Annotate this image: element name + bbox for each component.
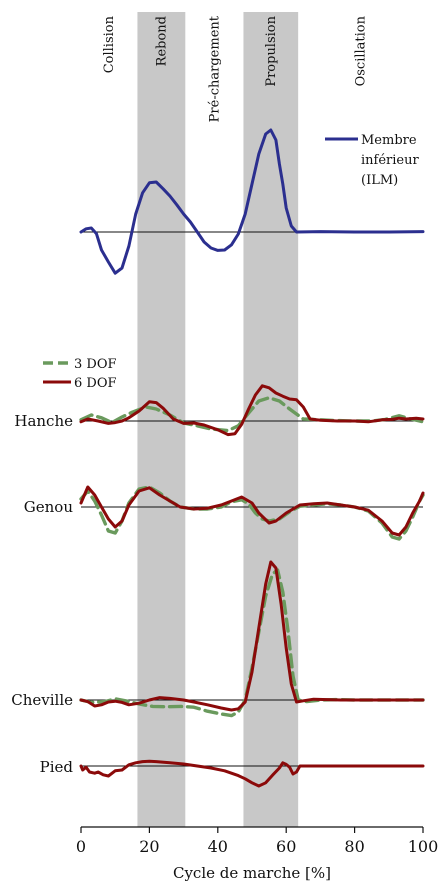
legend-label-3-dof: 3 DOF	[74, 357, 117, 372]
series-line-6-dof	[79, 384, 425, 437]
x-tick-label: 0	[76, 837, 86, 856]
x-tick-label: 80	[344, 837, 364, 856]
phase-label-propulsion: Propulsion	[264, 15, 279, 86]
x-axis-title: Cycle de marche [%]	[173, 864, 331, 882]
panel-genou: Genou	[24, 485, 425, 541]
panel-pied: Pied	[40, 758, 425, 788]
panel-label-pied: Pied	[40, 758, 74, 776]
x-tick-label: 100	[408, 837, 439, 856]
phase-label-collision: Collision	[102, 15, 117, 73]
x-axis: 0 20 40 60 80 100 Cycle de marche [%]	[76, 826, 438, 882]
legend-label-membre-inferieur-ilm: (ILM)	[361, 173, 398, 188]
x-tick-label: 40	[208, 837, 228, 856]
panel-hanche: Hanche	[14, 384, 425, 437]
panel-ilm	[79, 128, 425, 275]
panel-label-genou: Genou	[24, 498, 74, 516]
panel-label-hanche: Hanche	[14, 412, 73, 430]
phase-label-pre-chargement: Pré-chargement	[207, 15, 222, 122]
series-line-6-dof	[79, 759, 425, 788]
legend-label-membre-inferieur-ilm: Membre	[361, 133, 417, 148]
panel-label-cheville: Cheville	[11, 691, 73, 709]
phase-label-oscillation: Oscillation	[354, 15, 369, 86]
panels: Hanche Genou Cheville Pied	[11, 128, 425, 788]
series-line-6-dof	[79, 485, 425, 537]
legend-label-6-dof: 6 DOF	[74, 376, 117, 391]
x-ticks: 0 20 40 60 80 100	[76, 827, 438, 856]
x-tick-label: 60	[276, 837, 296, 856]
legend-1: Membre inférieur (ILM)	[325, 133, 419, 188]
legends: Membre inférieur (ILM) 3 DOF 6 DOF	[43, 133, 419, 391]
series-line-6-dof	[79, 560, 425, 712]
legend-label-membre-inferieur-ilm: inférieur	[361, 153, 419, 168]
series-line-membre-inferieur-ilm	[79, 128, 425, 275]
x-tick-label: 20	[139, 837, 159, 856]
phase-label-rebond: Rebond	[154, 16, 169, 66]
panel-cheville: Cheville	[11, 560, 425, 718]
phase-band-propulsion	[243, 12, 299, 827]
phase-labels: Collision Rebond Pré-chargement Propulsion O…	[102, 15, 368, 122]
legend-2: 3 DOF 6 DOF	[43, 357, 117, 391]
